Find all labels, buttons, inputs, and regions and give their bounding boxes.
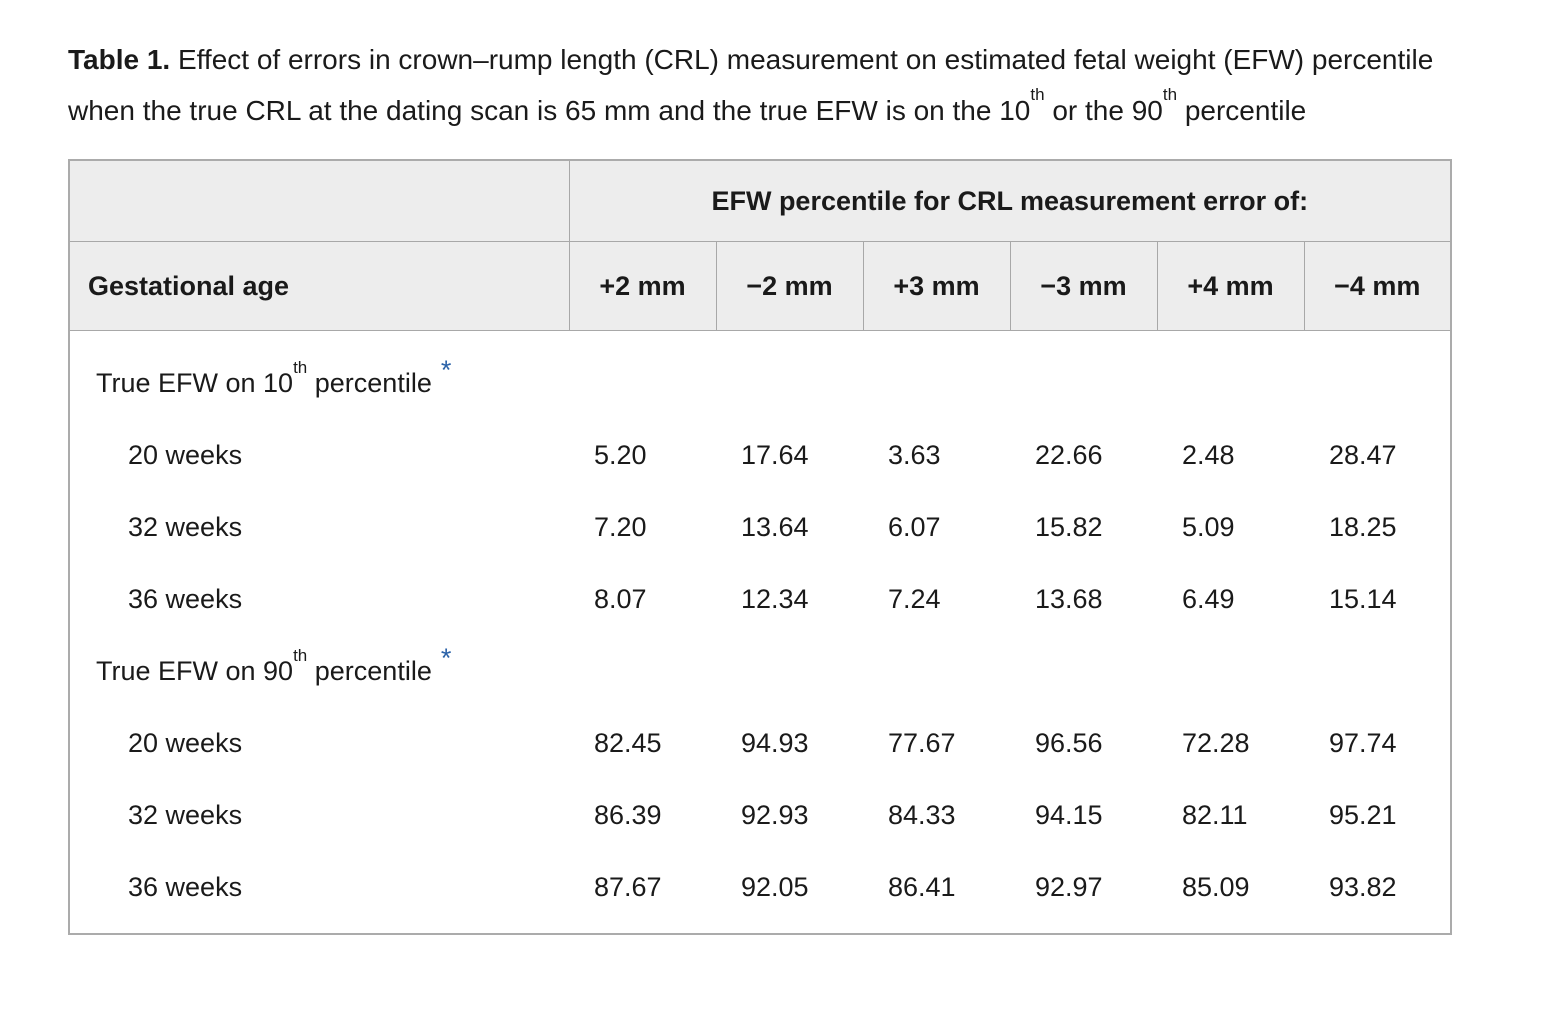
spanning-header-row: EFW percentile for CRL measurement error…: [68, 159, 1452, 242]
table-header: EFW percentile for CRL measurement error…: [68, 159, 1452, 331]
cell-value: 5.20: [594, 439, 647, 470]
cell-value: 5.09: [1182, 511, 1235, 542]
spanning-header: EFW percentile for CRL measurement error…: [568, 159, 1452, 242]
table-caption: Table 1. Effect of errors in crown–rump …: [68, 34, 1450, 136]
cell-value: 18.25: [1329, 511, 1397, 542]
cell-value: 93.82: [1329, 871, 1397, 902]
cell-value: 97.74: [1329, 727, 1397, 758]
column-header-row: Gestational age +2 mm −2 mm +3 mm −3 mm +4 m…: [68, 241, 1452, 331]
cell-value: 13.68: [1035, 583, 1103, 614]
caption-text: Effect of errors in crown–rump length (C…: [68, 44, 1434, 126]
cell-value: 2.48: [1182, 439, 1235, 470]
cell-value: 6.49: [1182, 583, 1235, 614]
cell-value: 12.34: [741, 583, 809, 614]
column-header: −4 mm: [1303, 241, 1452, 331]
row-label: 32 weeks: [128, 799, 243, 830]
caption-superscript: th: [1030, 84, 1045, 104]
cell-value: 92.93: [741, 799, 809, 830]
cell-value: 82.45: [594, 727, 662, 758]
section-label-text: percentile: [307, 368, 432, 398]
cell-value: 17.64: [741, 439, 809, 470]
column-header: +2 mm: [568, 241, 717, 331]
section-label-text: th: [293, 646, 308, 665]
cell-value: 8.07: [594, 583, 647, 614]
column-header: −3 mm: [1009, 241, 1158, 331]
cell-value: 86.39: [594, 799, 662, 830]
caption-superscript: th: [1162, 84, 1178, 104]
section-label-text: True EFW on 90: [96, 656, 294, 686]
cell-value: 15.14: [1329, 583, 1397, 614]
cell-value: 7.24: [888, 583, 941, 614]
caption-label: Table 1.: [68, 44, 171, 75]
cell-value: 6.07: [888, 511, 941, 542]
section-label: True EFW on 90th percentile *: [69, 635, 1451, 707]
cell-value: 92.97: [1035, 871, 1103, 902]
cell-value: 94.15: [1035, 799, 1103, 830]
footnote-marker[interactable]: *: [440, 355, 452, 385]
cell-value: 87.67: [594, 871, 662, 902]
caption-text: percentile: [1177, 95, 1307, 126]
cell-value: 96.56: [1035, 727, 1103, 758]
table-row: 32 weeks 7.20 13.64 6.07 15.82 5.09 18.25: [69, 491, 1451, 563]
column-header: +3 mm: [862, 241, 1011, 331]
cell-value: 94.93: [741, 727, 809, 758]
table-row: 36 weeks 8.07 12.34 7.24 13.68 6.49 15.14: [69, 563, 1451, 635]
cell-value: 82.11: [1182, 799, 1248, 830]
cell-value: 22.66: [1035, 439, 1103, 470]
cell-value: 13.64: [741, 511, 809, 542]
row-label: 20 weeks: [128, 727, 243, 758]
table-row: 36 weeks 87.67 92.05 86.41 92.97 85.09 93.82: [69, 851, 1451, 934]
section-row: True EFW on 90th percentile *: [69, 635, 1451, 707]
cell-value: 92.05: [741, 871, 809, 902]
cell-value: 15.82: [1035, 511, 1103, 542]
column-header: −2 mm: [715, 241, 864, 331]
table-row: 20 weeks 5.20 17.64 3.63 22.66 2.48 28.47: [69, 419, 1451, 491]
table-row: 32 weeks 86.39 92.93 84.33 94.15 82.11 95.21: [69, 779, 1451, 851]
cell-value: 95.21: [1329, 799, 1397, 830]
section-row: True EFW on 10th percentile *: [69, 331, 1451, 420]
header-corner-cell: [68, 159, 570, 242]
cell-value: 85.09: [1182, 871, 1250, 902]
cell-value: 7.20: [594, 511, 647, 542]
row-label: 36 weeks: [128, 871, 243, 902]
data-table: EFW percentile for CRL measurement error…: [68, 159, 1453, 935]
row-label: 20 weeks: [128, 439, 243, 470]
table-row: 20 weeks 82.45 94.93 77.67 96.56 72.28 97.74: [69, 707, 1451, 779]
section-label: True EFW on 10th percentile *: [69, 331, 1451, 420]
cell-value: 3.63: [888, 439, 941, 470]
section-label-text: True EFW on 10: [96, 368, 294, 398]
gestational-age-header: Gestational age: [68, 241, 570, 331]
table-body: True EFW on 10th percentile * 20 weeks 5.20…: [69, 331, 1451, 935]
column-header: +4 mm: [1156, 241, 1305, 331]
cell-value: 28.47: [1329, 439, 1397, 470]
caption-text: or the 90: [1044, 95, 1163, 126]
section-label-text: th: [293, 358, 308, 377]
article-page: Table 1. Effect of errors in crown–rump …: [68, 34, 1453, 935]
row-label: 36 weeks: [128, 583, 243, 614]
section-label-text: percentile: [307, 656, 432, 686]
footnote-marker[interactable]: *: [440, 643, 452, 673]
row-label: 32 weeks: [128, 511, 243, 542]
cell-value: 86.41: [888, 871, 956, 902]
cell-value: 72.28: [1182, 727, 1250, 758]
cell-value: 77.67: [888, 727, 956, 758]
cell-value: 84.33: [888, 799, 956, 830]
